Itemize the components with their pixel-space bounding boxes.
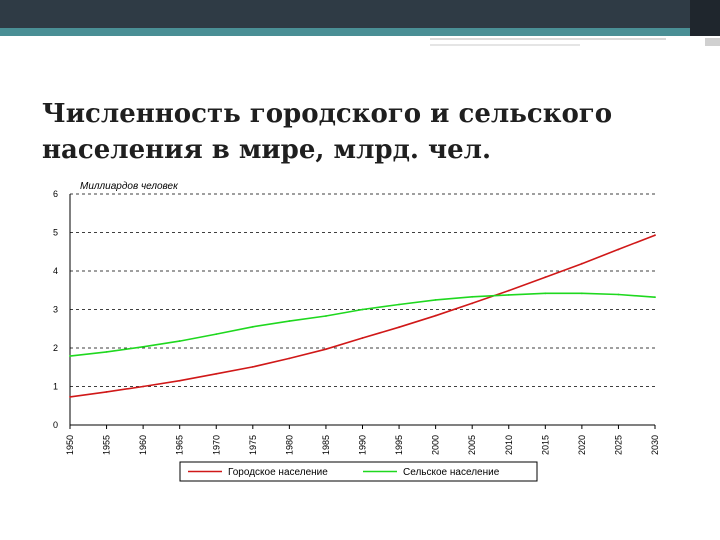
data-point (105, 390, 108, 393)
data-point (215, 333, 218, 336)
series-layer (69, 234, 656, 398)
y-tick-label: 5 (53, 228, 58, 238)
series-line (69, 234, 656, 398)
x-tick-label: 1950 (65, 435, 75, 455)
data-point (654, 234, 656, 237)
data-point (325, 315, 327, 317)
slide-top-corner (690, 0, 720, 36)
population-line-chart: Миллиардов человек 0 1 2 3 4 5 6 1950 1955 1960 19… (53, 181, 660, 482)
data-point (580, 262, 583, 265)
x-tick-label: 2020 (577, 435, 587, 455)
x-tick-label: 2025 (613, 435, 623, 455)
decorative-line (430, 44, 580, 46)
data-point (544, 276, 547, 279)
data-point (507, 293, 510, 296)
axis-layer: 0 1 2 3 4 5 6 1950 1955 1960 1965 1970 1975 1980 1985 1… (53, 189, 660, 455)
data-point (434, 298, 437, 301)
data-point (398, 326, 400, 329)
legend-label: Городское население (228, 467, 328, 478)
y-tick-label: 1 (53, 382, 58, 392)
slide-top-accent-bar (0, 28, 720, 36)
data-point (251, 365, 254, 368)
x-tick-label: 2005 (467, 435, 477, 455)
y-tick-label: 4 (53, 266, 58, 276)
y-axis-label: Миллиардов человек (80, 181, 179, 192)
data-point (544, 292, 547, 295)
data-point (288, 320, 291, 322)
data-point (471, 295, 474, 298)
x-tick-label: 1980 (284, 435, 294, 455)
x-tick-label: 2030 (650, 435, 660, 455)
data-point (361, 337, 364, 339)
data-point (178, 340, 181, 342)
data-point (69, 355, 71, 357)
legend-box (179, 461, 538, 482)
y-tick-label: 6 (53, 189, 58, 199)
data-point (434, 314, 437, 317)
y-tick-label: 3 (53, 305, 58, 315)
slide-top-bar (0, 0, 720, 28)
x-tick-label: 1985 (321, 435, 331, 455)
data-point (215, 372, 218, 375)
x-tick-label: 1990 (358, 435, 368, 455)
x-tick-label: 1970 (211, 435, 221, 455)
data-point (580, 292, 583, 295)
y-tick-label: 0 (53, 420, 58, 430)
data-point (288, 357, 291, 360)
data-point (654, 296, 656, 299)
data-point (325, 348, 327, 351)
data-point (617, 248, 620, 251)
data-point (471, 302, 474, 305)
data-point (361, 308, 364, 311)
y-tick-label: 2 (53, 343, 58, 353)
data-point (251, 325, 254, 328)
data-point (507, 289, 510, 292)
data-point (142, 385, 145, 388)
data-point (105, 350, 108, 353)
x-tick-label: 2015 (540, 435, 550, 455)
x-tick-label: 1960 (138, 435, 148, 455)
x-tick-label: 2010 (504, 435, 514, 455)
data-point (178, 379, 181, 382)
data-point (617, 293, 620, 296)
series-line (69, 292, 656, 357)
data-point (69, 395, 71, 398)
x-tick-label: 2000 (431, 435, 441, 455)
x-tick-label: 1955 (102, 435, 112, 455)
data-point (398, 303, 400, 306)
grid-layer (70, 193, 655, 387)
slide-title: Численность городского и сельского насел… (42, 99, 613, 165)
data-point (142, 345, 145, 348)
legend-label: Сельское население (403, 467, 500, 478)
x-tick-label: 1995 (394, 435, 404, 455)
x-tick-label: 1965 (175, 435, 185, 455)
chart-legend: Городское население Сельское население (179, 461, 538, 482)
decorative-block (705, 38, 720, 46)
decorative-line (430, 38, 666, 40)
x-tick-label: 1975 (248, 435, 258, 455)
